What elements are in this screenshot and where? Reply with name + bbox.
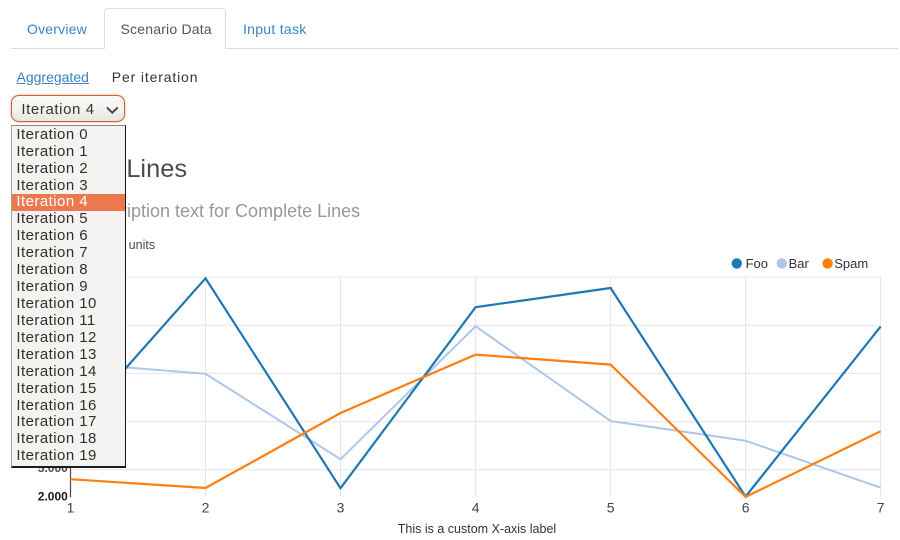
svg-text:4: 4 bbox=[472, 500, 480, 516]
svg-text:5: 5 bbox=[607, 500, 615, 516]
svg-text:6: 6 bbox=[742, 500, 750, 516]
svg-text:7: 7 bbox=[877, 500, 885, 516]
svg-text:3: 3 bbox=[337, 500, 345, 516]
svg-text:2.000: 2.000 bbox=[38, 490, 68, 504]
svg-text:Bar: Bar bbox=[789, 256, 810, 271]
svg-text:Spam: Spam bbox=[834, 256, 868, 271]
svg-text:Foo: Foo bbox=[746, 256, 768, 271]
svg-text:This is a custom X-axis label: This is a custom X-axis label bbox=[398, 522, 556, 536]
svg-text:2: 2 bbox=[202, 500, 210, 516]
svg-text:1: 1 bbox=[67, 500, 75, 516]
